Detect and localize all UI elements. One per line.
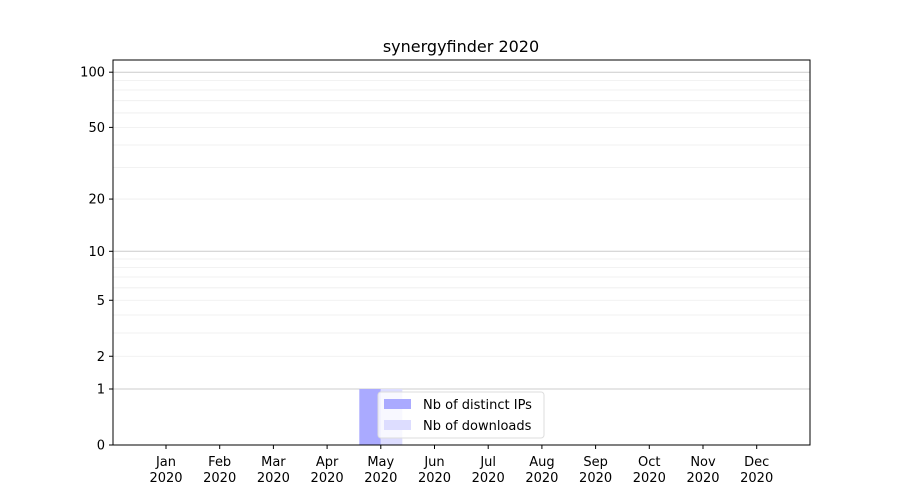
- y-axis: 0 1 2 5 10 20 50 100: [80, 66, 113, 454]
- y-tick-label: 100: [80, 66, 105, 81]
- x-tick-label: Jun 2020: [418, 455, 451, 486]
- x-tick-label: Oct 2020: [633, 455, 666, 486]
- x-tick-label: May 2020: [364, 455, 397, 486]
- x-tick-label: Aug 2020: [525, 455, 558, 486]
- legend-swatch: [384, 399, 411, 409]
- legend: Nb of distinct IPs Nb of downloads: [377, 391, 545, 439]
- x-tick-label: Sep 2020: [579, 455, 612, 486]
- x-axis: Jan 2020 Feb 2020 Mar 2020 Apr 2020 May 2020 Jun 20…: [149, 445, 773, 486]
- chart-title: synergyfinder 2020: [383, 37, 539, 56]
- legend-label: Nb of distinct IPs: [423, 398, 532, 413]
- y-tick-label: 5: [97, 294, 105, 309]
- x-tick-label: Jul 2020: [472, 455, 505, 486]
- x-tick-label: Jan 2020: [149, 455, 182, 486]
- plot-frame: [112, 59, 811, 446]
- y-tick-label: 0: [97, 439, 105, 454]
- x-tick-label: Mar 2020: [257, 455, 290, 486]
- y-tick-label: 2: [97, 350, 105, 365]
- legend-label: Nb of downloads: [423, 419, 532, 434]
- y-tick-label: 1: [97, 383, 105, 398]
- legend-swatch: [384, 420, 411, 430]
- y-tick-label: 10: [88, 245, 105, 260]
- x-tick-label: Apr 2020: [311, 455, 344, 486]
- x-tick-label: Feb 2020: [203, 455, 236, 486]
- y-tick-label: 50: [88, 121, 105, 136]
- grid: [113, 71, 810, 390]
- bar-distinct-ips: [359, 389, 381, 445]
- x-tick-label: Nov 2020: [686, 455, 719, 486]
- x-tick-label: Dec 2020: [740, 455, 773, 486]
- y-tick-label: 20: [88, 193, 105, 208]
- legend-box: [377, 391, 545, 439]
